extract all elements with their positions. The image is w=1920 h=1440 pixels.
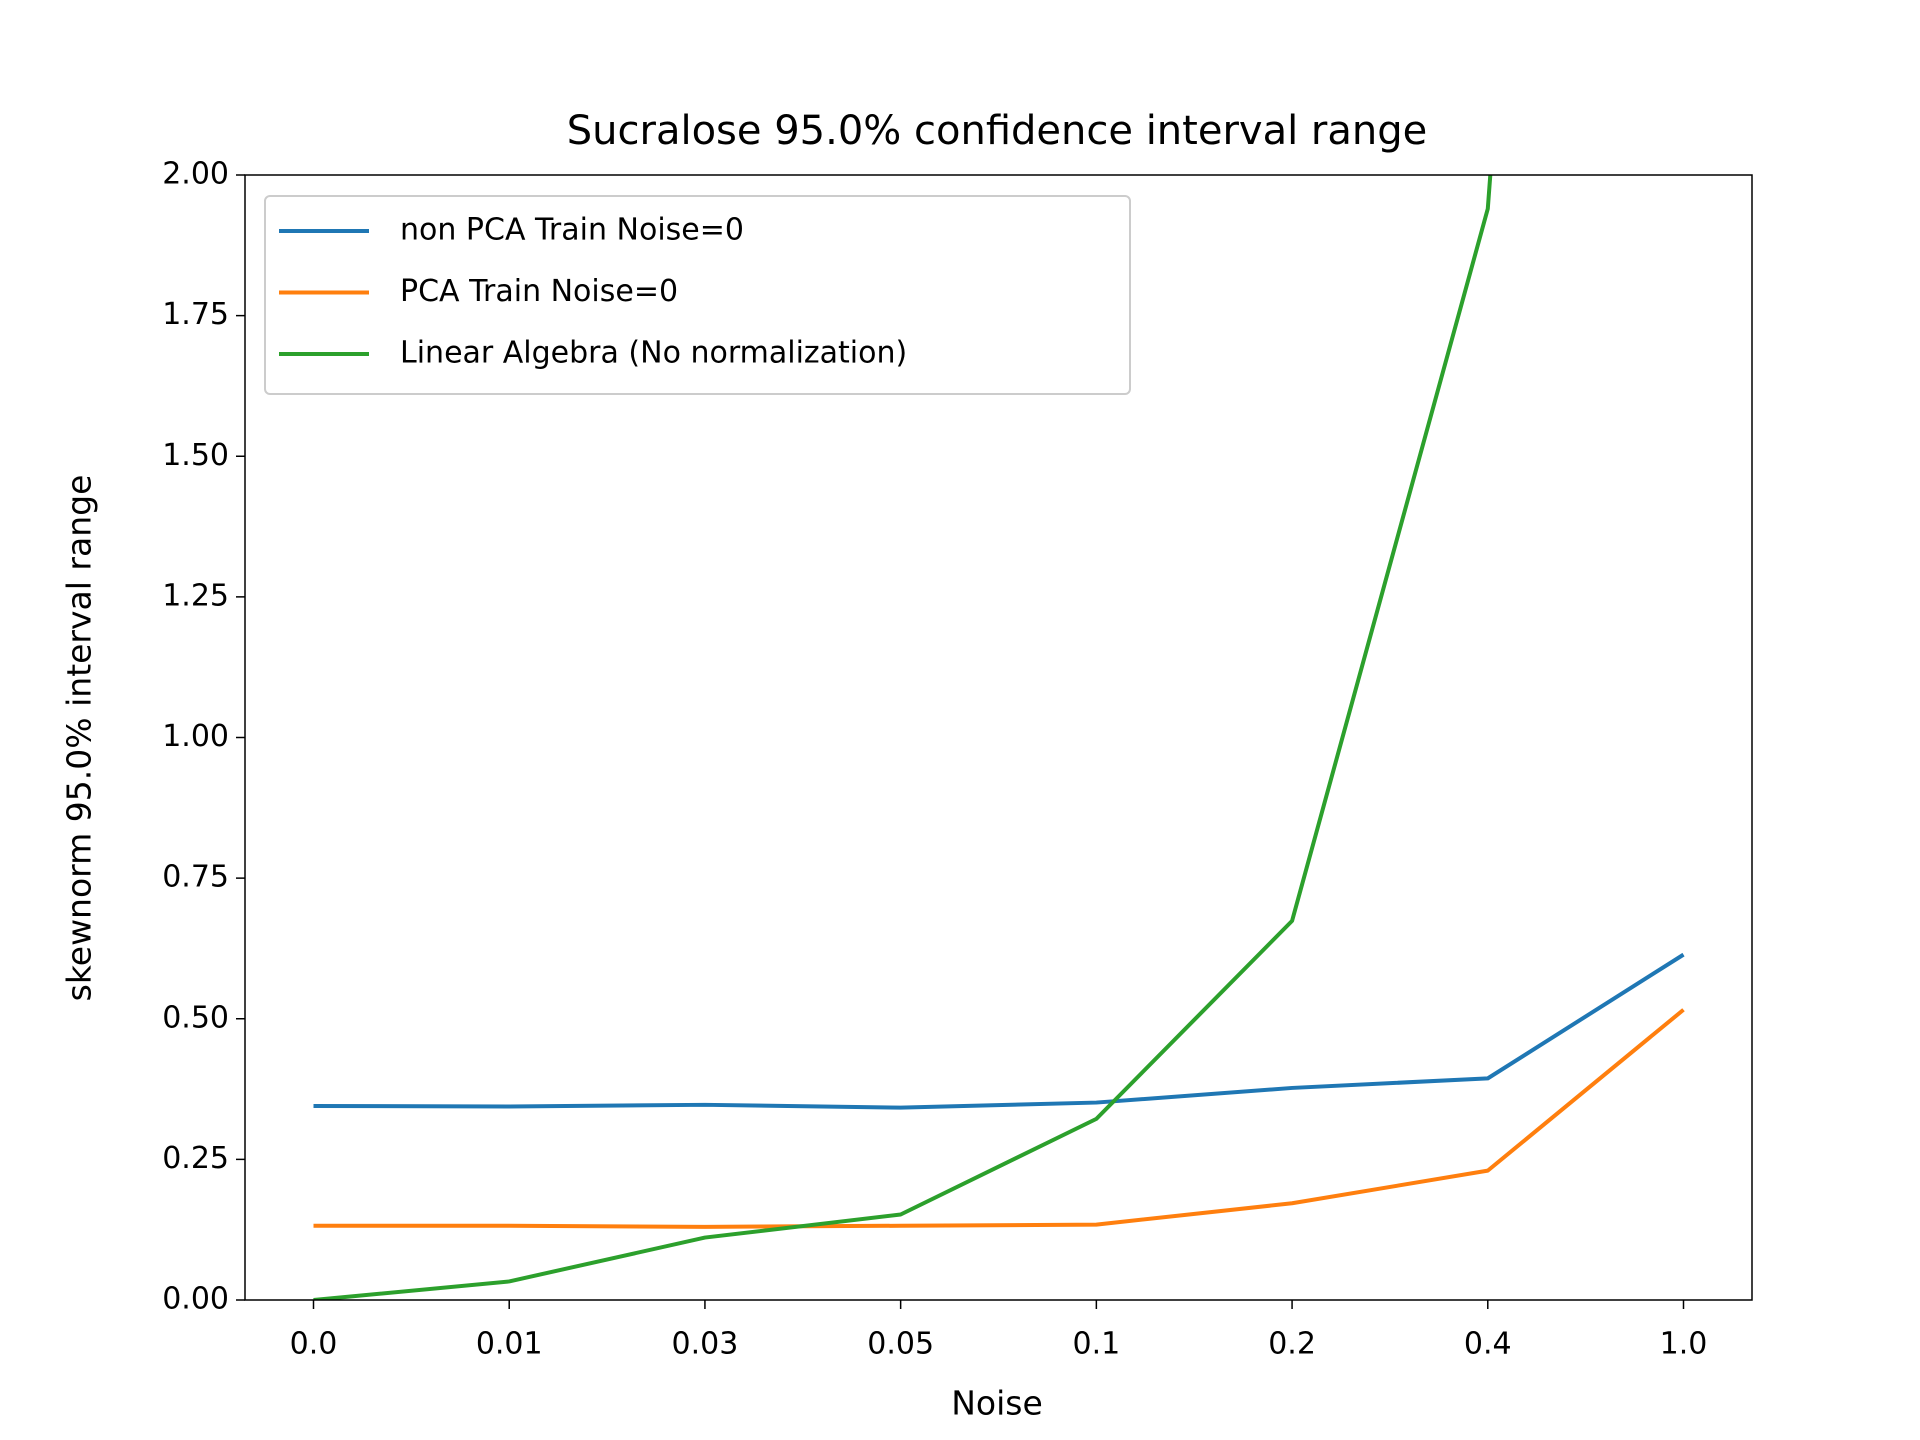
y-tick-label: 0.50 (162, 1000, 229, 1035)
legend-box (264, 195, 1131, 395)
y-tick-label: 1.00 (162, 719, 229, 754)
series-line (313, 952, 1685, 1110)
legend-label: PCA Train Noise=0 (400, 274, 678, 309)
x-axis-label: Noise (951, 1384, 1043, 1423)
y-tick-label: 0.75 (162, 860, 229, 895)
x-tick-label: 0.4 (1464, 1327, 1512, 1362)
axes-frame (244, 174, 1753, 1301)
x-tick-label: 0.0 (290, 1327, 338, 1362)
y-tick-label: 1.50 (162, 438, 229, 473)
plot-area (313, 175, 1685, 1300)
legend-label: Linear Algebra (No normalization) (400, 336, 907, 371)
series-line (313, 175, 1493, 1300)
x-tick-label: 0.1 (1072, 1327, 1120, 1362)
series-line (313, 1008, 1685, 1229)
y-tick-label: 0.00 (162, 1282, 229, 1317)
y-tick-label: 2.00 (162, 157, 229, 192)
y-tick-label: 1.75 (162, 297, 229, 332)
x-tick-label: 0.01 (476, 1327, 543, 1362)
legend-label: non PCA Train Noise=0 (400, 213, 744, 248)
x-tick-label: 1.0 (1660, 1327, 1708, 1362)
y-tick-label: 0.25 (162, 1141, 229, 1176)
y-tick-label: 1.25 (162, 578, 229, 613)
x-tick-label: 0.05 (867, 1327, 934, 1362)
chart-title: Sucralose 95.0% confidence interval rang… (567, 108, 1427, 154)
x-tick-label: 0.03 (672, 1327, 739, 1362)
x-tick-label: 0.2 (1268, 1327, 1316, 1362)
y-axis-label: skewnorm 95.0% interval range (60, 475, 99, 1002)
